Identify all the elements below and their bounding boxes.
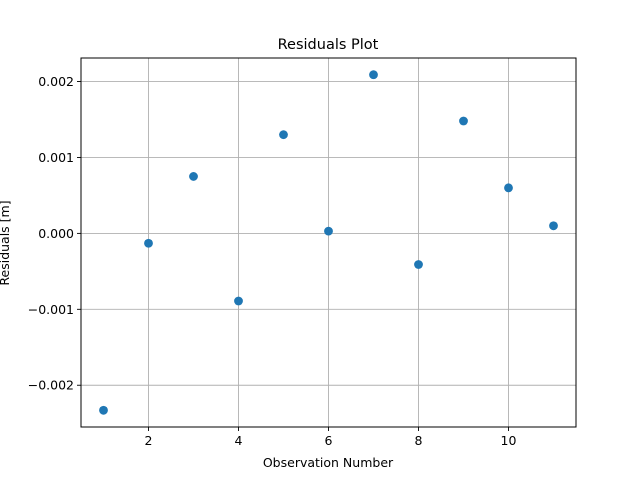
plot-frame — [80, 57, 577, 428]
data-point — [504, 183, 513, 193]
x-tick-label: 10 — [501, 433, 517, 448]
x-tick-label: 2 — [145, 433, 153, 448]
x-axis-label: Observation Number — [263, 455, 394, 470]
y-tick-label: 0.000 — [38, 226, 74, 241]
y-axis-label: Residuals [m] — [0, 200, 12, 285]
data-point — [324, 226, 333, 236]
y-tick-label: 0.001 — [38, 150, 74, 165]
data-point — [144, 238, 153, 248]
data-point — [369, 70, 378, 80]
data-point — [234, 296, 243, 306]
x-tick-label: 6 — [325, 433, 333, 448]
data-point — [189, 172, 198, 181]
point-layer — [99, 70, 558, 415]
data-point — [414, 260, 423, 269]
grid-layer — [81, 58, 576, 427]
y-tick-label: 0.002 — [38, 74, 74, 89]
tick-layer: 2 4 6 8 10 −0.002 −0.001 0.000 0.001 0.002 — [28, 74, 517, 448]
chart-title: Residuals Plot — [278, 37, 379, 53]
data-point — [99, 405, 108, 415]
y-tick-label: −0.002 — [28, 378, 74, 393]
y-tick-label: −0.001 — [28, 302, 74, 317]
data-point — [279, 130, 288, 140]
x-tick-label: 4 — [235, 433, 243, 448]
x-tick-label: 8 — [415, 433, 423, 448]
data-point — [549, 221, 558, 231]
data-point — [459, 116, 468, 126]
